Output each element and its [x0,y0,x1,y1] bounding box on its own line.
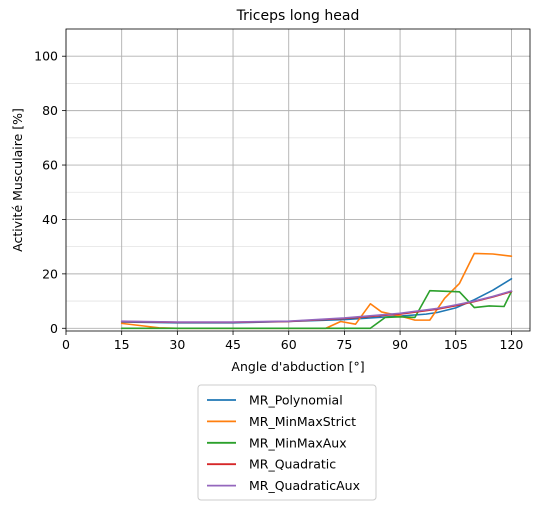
grid [65,29,530,331]
y-tick-label: 100 [34,49,58,64]
x-tick-label: 45 [225,337,241,352]
plot-frame [65,28,531,332]
legend-box [197,384,377,501]
x-tick-label: 0 [62,337,70,352]
legend-label: MR_QuadraticAux [249,478,360,493]
x-tick-label: 30 [169,337,185,352]
y-tick-label: 80 [42,103,58,118]
x-tick-label: 120 [500,337,524,352]
legend: MR_Polynomial MR_MinMaxStrict MR_MinMaxAux… [197,384,377,501]
x-tick-label: 75 [336,337,352,352]
x-tick-label: 15 [114,337,130,352]
y-tick-label: 60 [42,158,58,173]
y-tick-label: 0 [50,321,58,336]
legend-label: MR_Polynomial [249,393,343,408]
legend-label: MR_Quadratic [249,457,336,472]
x-axis-title: Angle d'abduction [°] [231,359,364,374]
x-tick-label: 60 [281,337,297,352]
series-line-mr-quadraticaux [120,290,513,323]
x-tick-label: 90 [392,337,408,352]
chart-title: Triceps long head [236,8,360,24]
series-lines [120,252,513,330]
x-tick-label: 105 [444,337,468,352]
legend-label: MR_MinMaxStrict [249,414,356,429]
legend-label: MR_MinMaxAux [249,435,347,450]
axis-ticks: 0 15 30 45 60 75 90 105 120 0 20 40 60 80 100 [34,49,523,352]
y-tick-label: 20 [42,266,58,281]
y-axis-title: Activité Musculaire [%] [10,108,25,252]
series-line-mr-quadratic [120,290,513,324]
series-line-mr-minmaxaux [120,289,513,330]
y-tick-label: 40 [42,212,58,227]
